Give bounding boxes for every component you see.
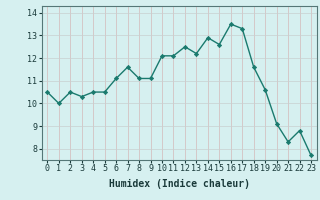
X-axis label: Humidex (Indice chaleur): Humidex (Indice chaleur) [109, 179, 250, 189]
